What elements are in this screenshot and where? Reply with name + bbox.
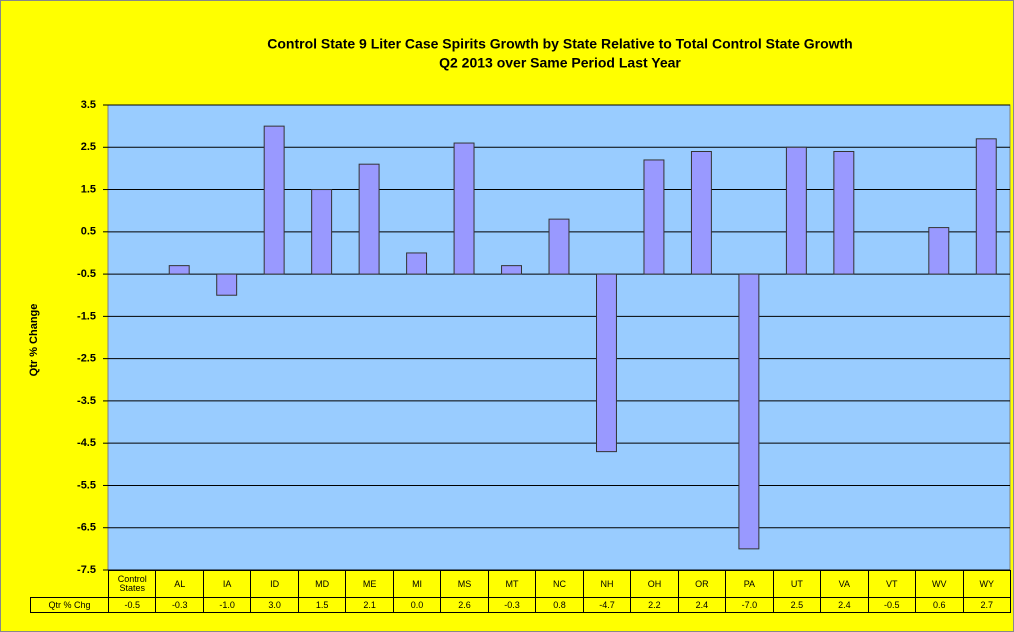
value-cell: 2.2 [630,597,679,613]
value-cell: 0.8 [535,597,584,613]
bar [596,273,617,453]
category-cell: IA [202,570,252,598]
category-cell: ME [345,570,394,598]
value-cell: -7.0 [725,597,774,613]
y-tick-label: -0.5 [77,268,96,280]
value-cell: -0.3 [155,597,204,613]
row-label: Qtr % Chg [30,597,109,613]
category-cell: WV [915,570,964,598]
y-tick-label: -1.5 [77,310,96,322]
y-tick-label: 2.5 [81,141,96,153]
bar [501,265,522,275]
chart-title: Control State 9 Liter Case Spirits Growt… [267,36,852,52]
category-cell: AL [155,570,204,598]
y-tick-label: 3.5 [81,99,96,111]
y-tick-label: -2.5 [77,353,96,365]
bar [548,218,570,275]
value-cell: 1.5 [297,597,347,613]
value-cell: 2.6 [440,597,489,613]
category-cell: ID [250,570,299,598]
category-cell: VT [867,570,917,598]
category-cell: MD [297,570,347,598]
value-cell: 2.1 [345,597,394,613]
value-cell: -0.5 [867,597,917,613]
y-tick-label: -4.5 [77,437,96,449]
bar [216,273,238,296]
y-tick-label: -5.5 [77,479,96,491]
value-cell: 0.0 [392,597,442,613]
category-cell: Control States [108,570,157,598]
category-cell: WY [962,570,1011,598]
category-cell: NC [535,570,584,598]
bar [785,146,807,275]
value-cell: -1.0 [202,597,252,613]
category-cell: PA [725,570,774,598]
bar [168,265,190,275]
category-cell: MT [487,570,537,598]
bar [975,138,997,275]
value-cell: 2.7 [962,597,1011,613]
bar [263,125,285,275]
y-axis-label: Qtr % Change [28,304,40,377]
category-cell: OR [677,570,727,598]
y-tick-label: -7.5 [77,564,96,576]
category-cell: MS [440,570,489,598]
value-cell: 3.0 [250,597,299,613]
value-cell: 2.4 [677,597,727,613]
bar [690,151,712,275]
value-cell: -0.5 [108,597,157,613]
value-cell: 2.5 [772,597,822,613]
bar [406,252,428,275]
value-cell: -0.3 [487,597,537,613]
bar [928,227,950,275]
y-tick-label: 0.5 [81,226,96,238]
bar [833,151,855,275]
y-tick-label: -3.5 [77,395,96,407]
y-tick-label: 1.5 [81,183,96,195]
y-tick-label: -6.5 [77,522,96,534]
category-cell: MI [392,570,442,598]
category-cell: OH [630,570,679,598]
value-cell: -4.7 [582,597,632,613]
bar [311,189,333,275]
plot-area [107,104,1011,571]
value-cell: 0.6 [915,597,964,613]
bar [453,142,475,275]
bar [738,273,760,550]
category-cell: UT [772,570,822,598]
bar [358,163,380,275]
value-cell: 2.4 [820,597,869,613]
chart-subtitle: Q2 2013 over Same Period Last Year [439,55,681,71]
category-cell: VA [820,570,869,598]
category-cell: NH [582,570,632,598]
bar [643,159,665,275]
